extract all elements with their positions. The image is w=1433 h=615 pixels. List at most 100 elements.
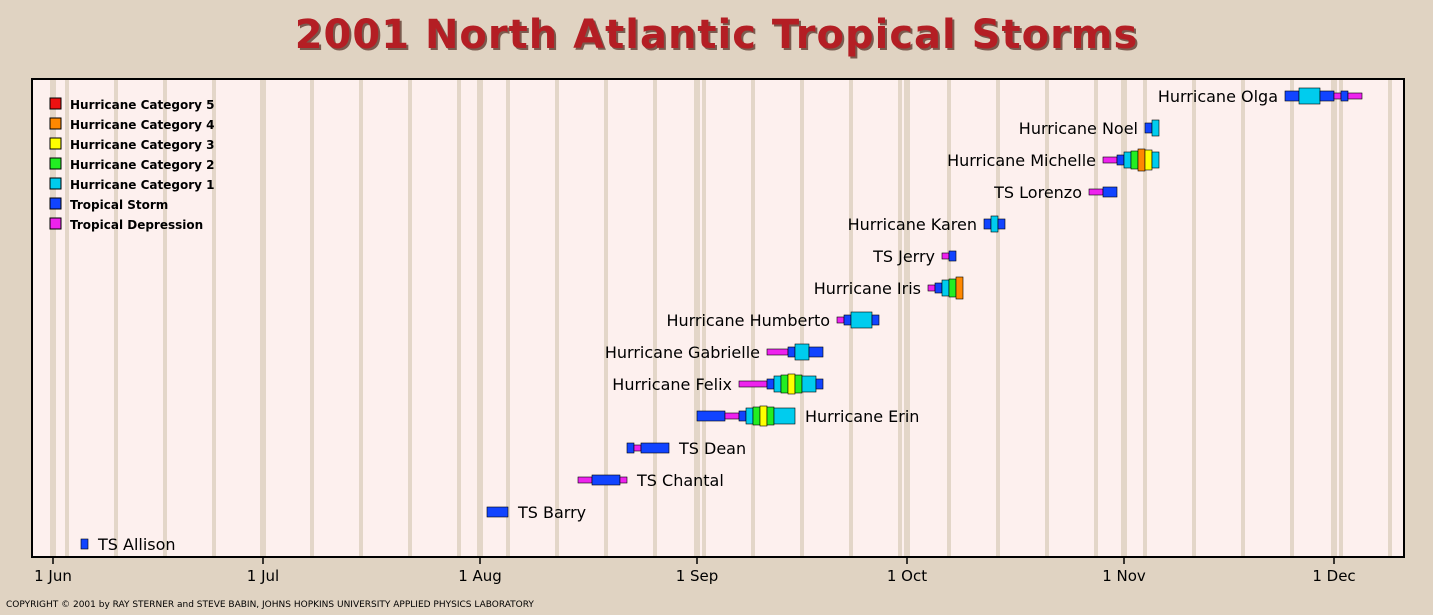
storm-segment (1088, 188, 1104, 196)
storm-segment (1130, 150, 1139, 170)
storm-segment (1144, 122, 1153, 134)
storm-segment (766, 406, 775, 426)
copyright-notice: COPYRIGHT © 2001 by RAY STERNER and STEV… (6, 600, 534, 610)
legend-swatch (49, 157, 62, 170)
storm-segment (997, 218, 1006, 230)
storm-segment (836, 316, 845, 324)
x-tick-label: 1 Jun (34, 567, 72, 585)
storm-segment (871, 314, 880, 326)
storm-track (696, 405, 796, 427)
week-gridline (1388, 80, 1392, 556)
storm-label: TS Lorenzo (993, 183, 1082, 202)
storm-segment (1123, 151, 1132, 169)
storm-segment (696, 410, 726, 422)
week-gridline (408, 80, 412, 556)
storm-segment (1151, 151, 1160, 169)
storm-segment (1137, 148, 1146, 172)
storm-segment (787, 373, 796, 395)
storm-label: Hurricane Gabrielle (605, 343, 760, 362)
week-gridline (653, 80, 657, 556)
legend-label: Hurricane Category 3 (70, 138, 215, 152)
week-gridline (898, 80, 902, 556)
storm-segment (990, 215, 999, 233)
storm-label: Hurricane Iris (814, 279, 921, 298)
week-gridline (359, 80, 363, 556)
storm-segment (780, 374, 789, 394)
week-gridline (1290, 80, 1294, 556)
storm-segment (808, 346, 824, 358)
storm-track (486, 506, 509, 518)
storm-track (1102, 148, 1160, 172)
storm-segment (843, 314, 852, 326)
storm-segment (1298, 87, 1321, 105)
storm-track (941, 250, 957, 262)
x-tick-label: 1 Oct (887, 567, 927, 585)
storm-track (738, 373, 824, 395)
chart-title: 2001 North Atlantic Tropical Storms (294, 12, 1139, 58)
week-gridline (1094, 80, 1098, 556)
week-gridline (800, 80, 804, 556)
storm-segment (738, 380, 768, 388)
storm-segment (941, 279, 950, 297)
storm-segment (934, 282, 943, 294)
legend-label: Hurricane Category 4 (70, 118, 215, 132)
storm-segment (1340, 90, 1349, 102)
storm-label: Hurricane Humberto (666, 311, 830, 330)
storm-label: Hurricane Noel (1019, 119, 1138, 138)
storm-track (1088, 186, 1118, 198)
legend-label: Hurricane Category 5 (70, 98, 215, 112)
week-gridline (1339, 80, 1343, 556)
storm-track (983, 215, 1006, 233)
storm-segment (773, 407, 796, 425)
storm-label: Hurricane Felix (612, 375, 732, 394)
storm-segment (577, 476, 593, 484)
storm-segment (1151, 119, 1160, 137)
storm-segment (626, 442, 635, 454)
storm-segment (591, 474, 621, 486)
legend-swatch (49, 97, 62, 110)
legend-label: Tropical Depression (70, 218, 203, 232)
storm-segment (724, 412, 740, 420)
storm-label: Hurricane Karen (848, 215, 977, 234)
week-gridline (604, 80, 608, 556)
storm-segment (815, 378, 824, 390)
storm-track (927, 276, 964, 300)
storm-segment (787, 346, 796, 358)
storm-track (80, 538, 89, 550)
storm-label: TS Allison (97, 535, 176, 554)
week-gridline (1045, 80, 1049, 556)
month-gridline (477, 80, 483, 556)
storm-segment (80, 538, 89, 550)
storm-segment (1116, 154, 1125, 166)
week-gridline (506, 80, 510, 556)
week-gridline (702, 80, 706, 556)
storm-segment (1144, 149, 1153, 171)
storm-segment (794, 343, 810, 361)
storm-track (1144, 119, 1160, 137)
week-gridline (457, 80, 461, 556)
legend-label: Hurricane Category 1 (70, 178, 215, 192)
storm-segment (1102, 156, 1118, 164)
storm-segment (619, 476, 628, 484)
storm-track (577, 474, 628, 486)
week-gridline (65, 80, 69, 556)
week-gridline (163, 80, 167, 556)
storm-segment (927, 284, 936, 292)
week-gridline (1143, 80, 1147, 556)
week-gridline (1192, 80, 1196, 556)
plot-border (31, 78, 1405, 558)
week-gridline (555, 80, 559, 556)
storm-segment (1333, 92, 1342, 100)
storm-segment (1319, 90, 1335, 102)
month-gridline (694, 80, 700, 556)
month-gridline (1331, 80, 1337, 556)
storm-track (626, 442, 670, 454)
storm-label: TS Barry (517, 503, 586, 522)
month-gridline (1121, 80, 1127, 556)
storm-segment (633, 444, 642, 452)
storm-segment (738, 410, 747, 422)
storm-track (1284, 87, 1363, 105)
storm-segment (1102, 186, 1118, 198)
month-gridline (904, 80, 910, 556)
storm-segment (752, 406, 761, 426)
